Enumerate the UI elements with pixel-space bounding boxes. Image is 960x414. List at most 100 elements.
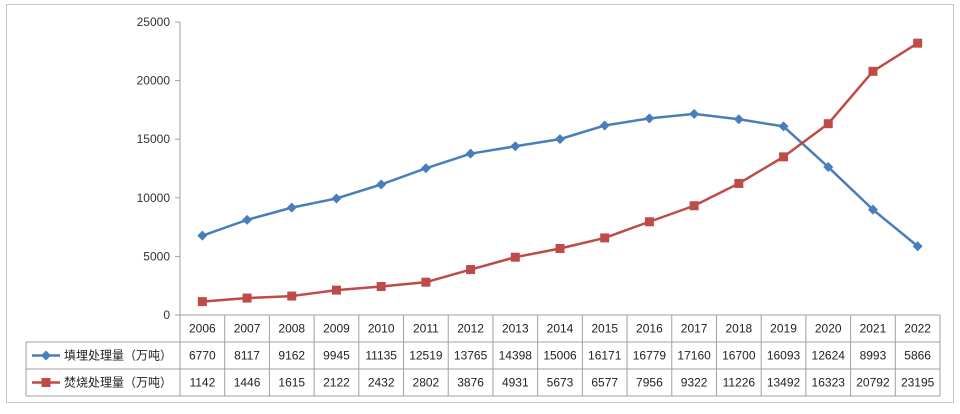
data-label-landfill: 16093 <box>767 349 801 363</box>
data-label-landfill: 12624 <box>812 349 846 363</box>
data-point-landfill <box>331 193 342 204</box>
data-label-landfill: 8993 <box>860 349 887 363</box>
x-category-label: 2006 <box>189 322 216 336</box>
data-point-incineration <box>242 293 252 303</box>
data-label-incineration: 1615 <box>278 376 305 390</box>
data-label-incineration: 4931 <box>502 376 529 390</box>
data-point-landfill <box>823 162 834 173</box>
data-label-landfill: 16700 <box>722 349 756 363</box>
x-category-label: 2009 <box>323 322 350 336</box>
y-tick-label: 10000 <box>137 191 171 205</box>
data-label-landfill: 9162 <box>278 349 305 363</box>
legend-label-landfill: 填埋处理量（万吨） <box>64 349 172 363</box>
x-category-label: 2020 <box>815 322 842 336</box>
data-label-landfill: 12519 <box>409 349 443 363</box>
chart-frame <box>6 4 954 403</box>
data-point-landfill <box>197 230 208 241</box>
data-point-landfill <box>689 108 700 119</box>
x-category-label: 2007 <box>234 322 261 336</box>
data-label-incineration: 1446 <box>234 376 261 390</box>
x-category-label: 2021 <box>860 322 887 336</box>
x-category-label: 2011 <box>413 322 439 336</box>
x-category-label: 2008 <box>278 322 305 336</box>
data-point-incineration <box>823 119 833 129</box>
data-point-incineration <box>197 297 207 307</box>
data-label-incineration: 2432 <box>368 376 395 390</box>
y-tick-label: 0 <box>163 308 170 322</box>
data-label-incineration: 13492 <box>767 376 801 390</box>
data-label-landfill: 9945 <box>323 349 350 363</box>
data-point-incineration <box>868 66 878 76</box>
data-label-incineration: 5673 <box>547 376 574 390</box>
x-category-label: 2012 <box>457 322 484 336</box>
data-point-landfill <box>286 202 297 213</box>
data-point-landfill <box>912 241 923 252</box>
data-label-landfill: 11135 <box>365 349 397 363</box>
data-label-landfill: 15006 <box>543 349 577 363</box>
data-label-incineration: 3876 <box>457 376 484 390</box>
data-point-landfill <box>778 121 789 132</box>
data-point-incineration <box>644 217 654 227</box>
data-point-incineration <box>689 201 699 211</box>
x-category-label: 2022 <box>904 322 931 336</box>
data-point-landfill <box>510 141 521 152</box>
data-point-incineration <box>376 281 386 291</box>
data-point-landfill <box>644 113 655 124</box>
data-label-landfill: 8117 <box>234 349 260 363</box>
y-tick-label: 15000 <box>137 132 171 146</box>
data-point-incineration <box>466 265 476 275</box>
data-label-incineration: 16323 <box>812 376 846 390</box>
data-point-incineration <box>287 291 297 301</box>
data-label-incineration: 2802 <box>413 376 440 390</box>
data-label-landfill: 17160 <box>677 349 711 363</box>
data-point-incineration <box>331 285 341 295</box>
data-point-landfill <box>376 179 387 190</box>
data-label-landfill: 13765 <box>454 349 488 363</box>
x-category-label: 2016 <box>636 322 663 336</box>
data-label-incineration: 11226 <box>723 376 756 390</box>
x-category-label: 2018 <box>725 322 752 336</box>
x-category-label: 2010 <box>368 322 395 336</box>
data-label-incineration: 1142 <box>189 376 215 390</box>
x-category-label: 2014 <box>547 322 574 336</box>
y-tick-label: 20000 <box>137 74 171 88</box>
data-point-incineration <box>779 152 789 162</box>
x-category-label: 2017 <box>681 322 708 336</box>
legend-marker-landfill <box>41 350 51 361</box>
data-label-landfill: 6770 <box>189 349 216 363</box>
y-tick-label: 25000 <box>137 15 171 29</box>
series-line-incineration <box>202 42 919 303</box>
legend-label-incineration: 焚烧处理量（万吨） <box>64 376 172 390</box>
data-point-landfill <box>733 114 744 125</box>
data-label-incineration: 9322 <box>681 376 708 390</box>
data-point-landfill <box>555 134 565 145</box>
data-point-incineration <box>600 233 610 243</box>
x-category-label: 2013 <box>502 322 529 336</box>
data-table: 2006 2007 2008 2009 2010 2011 2012 2013 2014 2015… <box>25 314 941 397</box>
series-lines <box>201 42 919 303</box>
data-label-incineration: 7956 <box>636 376 663 390</box>
data-point-incineration <box>421 277 431 287</box>
series-markers <box>197 38 923 307</box>
series-line-landfill <box>201 112 919 248</box>
data-label-incineration: 6577 <box>591 376 618 390</box>
data-point-landfill <box>242 214 253 225</box>
data-label-incineration: 20792 <box>856 376 890 390</box>
data-label-landfill: 16171 <box>588 349 622 363</box>
data-point-incineration <box>510 252 520 262</box>
legend-marker-incineration <box>41 378 51 387</box>
y-axis: 0 5000 10000 15000 20000 25000 <box>137 15 181 322</box>
data-label-landfill: 5866 <box>904 349 931 363</box>
chart-border <box>6 4 954 403</box>
data-point-landfill <box>465 148 476 159</box>
data-point-landfill <box>867 204 878 215</box>
x-category-label: 2019 <box>770 322 797 336</box>
data-point-incineration <box>555 244 565 254</box>
data-label-landfill: 16779 <box>633 349 667 363</box>
x-category-label: 2015 <box>591 322 618 336</box>
data-point-incineration <box>913 38 923 48</box>
data-label-incineration: 2122 <box>323 376 350 390</box>
data-point-landfill <box>599 120 610 131</box>
